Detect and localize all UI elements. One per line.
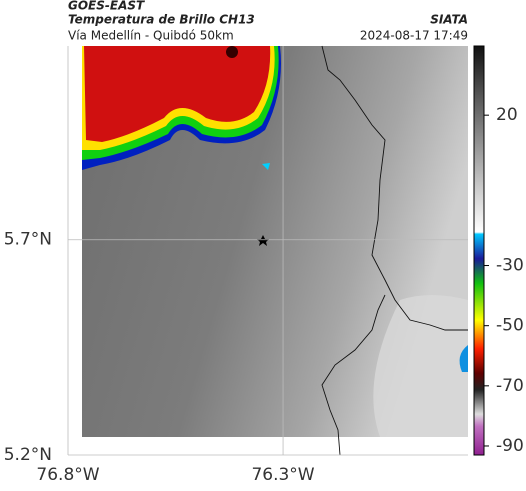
cloud-spot	[262, 163, 270, 170]
colorbar-tick-label: -50	[496, 316, 524, 336]
colorbar-tick-label: -90	[496, 436, 524, 456]
title: Temperatura de Brillo CH13	[68, 13, 255, 27]
x-tick-label: 76.8°W	[36, 465, 99, 485]
cloud-spot	[459, 345, 468, 372]
border	[321, 294, 386, 456]
border	[321, 45, 468, 331]
source: GOES-EAST	[68, 0, 145, 13]
subtitle: Vía Medellín - Quibdó 50km	[68, 29, 234, 43]
location-marker	[257, 235, 269, 246]
cloud-top	[226, 46, 238, 58]
colorbar-tick-label: -70	[496, 376, 524, 396]
colorbar	[473, 45, 485, 456]
y-tick-label: 5.2°N	[4, 445, 52, 465]
y-tick-label: 5.7°N	[4, 230, 52, 250]
x-tick-label: 76.3°W	[251, 465, 314, 485]
datetime: 2024-08-17 17:49	[360, 29, 468, 43]
colorbar-tick-label: 20	[496, 105, 518, 125]
colorbar-tick-label: -30	[496, 256, 524, 276]
cloud-core	[84, 46, 271, 142]
map	[68, 45, 468, 456]
credit: SIATA	[430, 13, 468, 27]
clear-patch	[373, 295, 468, 437]
